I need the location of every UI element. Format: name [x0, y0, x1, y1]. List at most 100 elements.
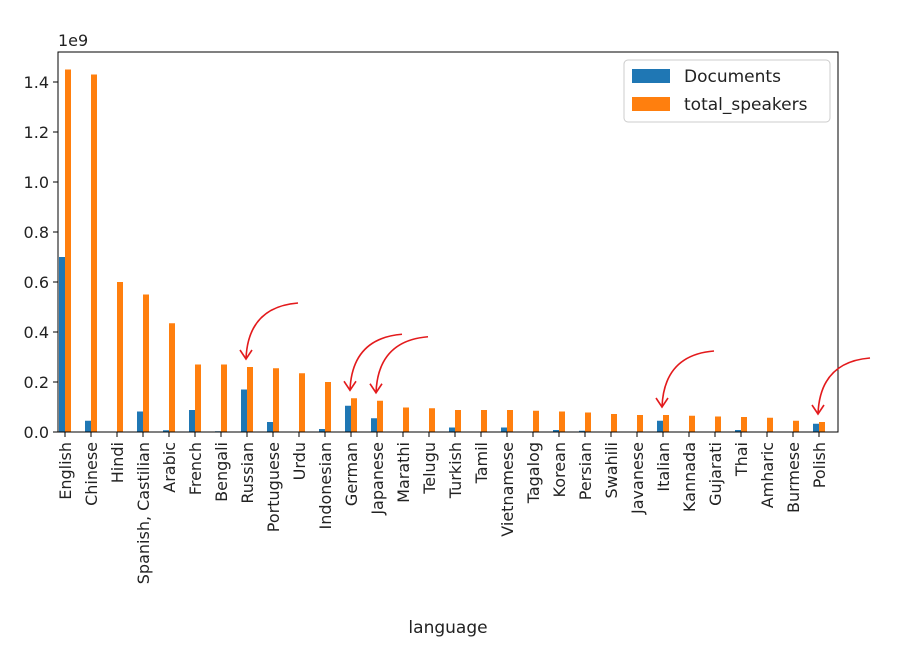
arrow-head-polish	[811, 404, 825, 416]
x-tick-label-spanish-castilian: Spanish, Castilian	[134, 442, 153, 584]
x-tick-label-persian: Persian	[576, 442, 595, 500]
bar-total-speakers-swahili	[611, 414, 617, 432]
x-tick-label-indonesian: Indonesian	[316, 442, 335, 530]
legend-swatch-documents	[632, 69, 670, 83]
bar-total-speakers-polish	[819, 422, 825, 432]
bar-total-speakers-russian	[247, 367, 253, 432]
y-tick-label: 0.0	[24, 423, 49, 442]
bar-total-speakers-turkish	[455, 410, 461, 432]
legend: Documents total_speakers	[623, 59, 831, 123]
bar-documents-turkish	[449, 427, 455, 432]
y-scale-label: 1e9	[58, 31, 88, 50]
annotation-arrows	[239, 302, 871, 416]
bar-total-speakers-german	[351, 398, 357, 432]
legend-label-total-speakers: total_speakers	[684, 95, 808, 115]
x-tick-label-kannada: Kannada	[680, 442, 699, 512]
y-tick-label: 1.4	[24, 73, 49, 92]
bar-documents-thai	[735, 430, 741, 432]
arrow-italian	[661, 350, 715, 408]
bar-total-speakers-tagalog	[533, 410, 539, 432]
x-tick-label-gujarati: Gujarati	[706, 442, 725, 506]
bar-documents-french	[189, 410, 195, 432]
bar-total-speakers-telugu	[429, 408, 435, 432]
bar-total-speakers-thai	[741, 417, 747, 432]
bar-total-speakers-italian	[663, 415, 669, 432]
legend-swatch-total-speakers	[632, 97, 670, 111]
bar-total-speakers-javanese	[637, 415, 643, 432]
y-tick-label: 0.4	[24, 323, 49, 342]
x-tick-label-bengali: Bengali	[212, 442, 231, 502]
x-tick-label-hindi: Hindi	[108, 442, 127, 483]
x-tick-label-vietnamese: Vietnamese	[498, 442, 517, 537]
bar-documents-russian	[241, 389, 247, 432]
bar-total-speakers-portuguese	[273, 368, 279, 432]
x-tick-label-russian: Russian	[238, 442, 257, 504]
x-tick-label-swahili: Swahili	[602, 442, 621, 499]
bar-total-speakers-urdu	[299, 373, 305, 432]
x-tick-label-thai: Thai	[732, 442, 751, 477]
x-tick-label-chinese: Chinese	[82, 442, 101, 506]
x-tick-label-turkish: Turkish	[446, 442, 465, 499]
y-tick-label: 1.2	[24, 123, 49, 142]
bar-documents-german	[345, 405, 351, 432]
bar-total-speakers-burmese	[793, 420, 799, 432]
bar-documents-portuguese	[267, 422, 273, 432]
bar-total-speakers-japanese	[377, 400, 383, 432]
bar-total-speakers-kannada	[689, 415, 695, 432]
bar-total-speakers-vietnamese	[507, 410, 513, 432]
x-tick-label-tagalog: Tagalog	[524, 442, 543, 504]
x-axis-label: language	[408, 618, 487, 638]
bar-documents-arabic	[163, 430, 169, 432]
bars	[59, 69, 825, 432]
bar-total-speakers-bengali	[221, 364, 227, 432]
bar-documents-italian	[657, 420, 663, 432]
bar-documents-korean	[553, 430, 559, 432]
arrow-head-italian	[655, 397, 669, 409]
arrow-head-german	[343, 380, 357, 392]
y-axis: 0.0 0.2 0.4 0.6 0.8 1.0 1.2 1.4	[24, 73, 58, 442]
bar-documents-polish	[813, 423, 819, 432]
plot-frame	[57, 51, 839, 433]
bar-documents-spanish-castilian	[137, 411, 143, 432]
x-tick-label-italian: Italian	[654, 442, 673, 492]
arrow-head-russian	[239, 349, 253, 361]
bar-total-speakers-english	[65, 69, 71, 432]
legend-label-documents: Documents	[684, 67, 781, 87]
x-tick-label-telugu: Telugu	[420, 442, 439, 495]
bar-total-speakers-arabic	[169, 323, 175, 432]
bar-total-speakers-hindi	[117, 282, 123, 432]
bar-documents-japanese	[371, 418, 377, 432]
x-tick-label-german: German	[342, 442, 361, 506]
bar-total-speakers-spanish-castilian	[143, 294, 149, 432]
x-tick-label-portuguese: Portuguese	[264, 442, 283, 532]
y-tick-label: 0.6	[24, 273, 49, 292]
x-tick-label-amharic: Amharic	[758, 442, 777, 508]
y-tick-label: 1.0	[24, 173, 49, 192]
x-tick-label-french: French	[186, 442, 205, 495]
x-tick-label-english: English	[56, 442, 75, 500]
y-tick-label: 0.2	[24, 373, 49, 392]
x-tick-label-urdu: Urdu	[290, 442, 309, 480]
bar-total-speakers-tamil	[481, 410, 487, 432]
x-tick-label-javanese: Javanese	[628, 442, 647, 515]
bar-total-speakers-chinese	[91, 74, 97, 432]
arrow-polish	[817, 357, 871, 415]
bar-total-speakers-marathi	[403, 407, 409, 432]
arrow-japanese	[375, 335, 429, 393]
bar-total-speakers-korean	[559, 411, 565, 432]
bar-documents-english	[59, 257, 65, 432]
bar-documents-indonesian	[319, 429, 325, 432]
x-axis: English Chinese Hindi Spanish, Castilian Ara…	[56, 432, 829, 584]
bar-documents-vietnamese	[501, 427, 507, 432]
x-tick-label-korean: Korean	[550, 442, 569, 498]
x-tick-label-polish: Polish	[810, 442, 829, 488]
arrow-russian	[245, 302, 299, 360]
x-tick-label-tamil: Tamil	[472, 442, 491, 484]
arrow-head-japanese	[369, 383, 383, 395]
y-tick-label: 0.8	[24, 223, 49, 242]
bar-total-speakers-french	[195, 364, 201, 432]
x-tick-label-marathi: Marathi	[394, 442, 413, 503]
bar-documents-chinese	[85, 420, 91, 432]
x-tick-label-burmese: Burmese	[784, 442, 803, 513]
